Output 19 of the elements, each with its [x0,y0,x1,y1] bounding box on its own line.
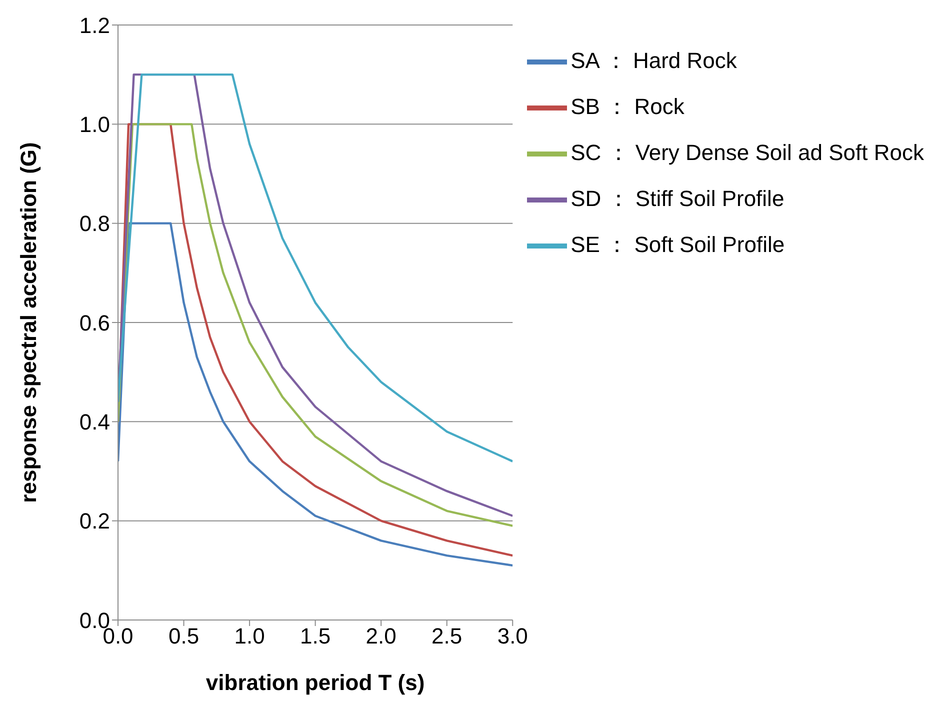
y-tick-label: 0.2 [79,508,110,534]
x-tick-label: 1.0 [234,624,265,649]
y-tick-label: 0.8 [79,211,110,236]
y-tick-label: 0.6 [79,310,110,336]
y-tick-label: 1.2 [79,12,110,38]
legend-label: SE ： Soft Soil Profile [570,232,785,257]
legend-label: SC ： Very Dense Soil ad Soft Rock [570,140,924,165]
x-tick-label: 2.0 [366,624,396,649]
legend-label: SD ： Stiff Soil Profile [570,186,784,211]
y-tick-label: 1.0 [79,112,110,137]
x-axis-title: vibration period T (s) [206,670,425,695]
y-axis-title: response spectral acceleration (G) [16,142,41,503]
legend-label: SB ： Rock [570,94,684,119]
legend-label: SA ： Hard Rock [570,48,737,73]
x-tick-label: 3.0 [497,624,528,649]
x-tick-label: 0.5 [168,624,200,649]
x-tick-label: 1.5 [300,624,331,649]
x-tick-label: 2.5 [432,624,462,649]
y-tick-label: 0.4 [79,409,110,434]
